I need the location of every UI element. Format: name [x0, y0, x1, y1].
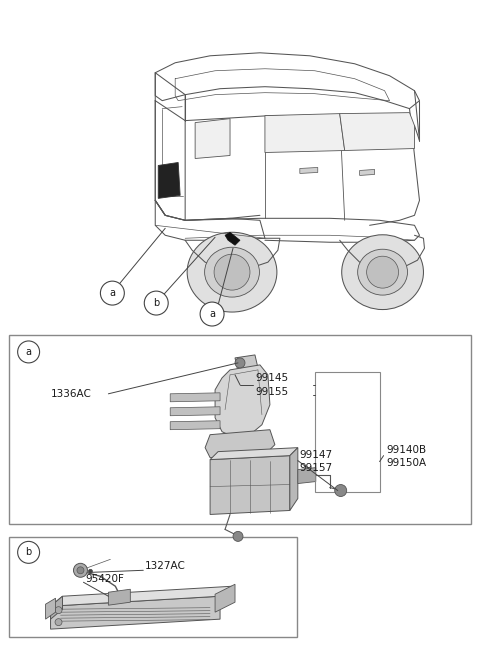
Polygon shape	[340, 113, 415, 150]
Circle shape	[18, 541, 39, 564]
Polygon shape	[108, 589, 130, 605]
Polygon shape	[210, 456, 290, 514]
Polygon shape	[298, 468, 316, 483]
Circle shape	[335, 485, 347, 497]
Circle shape	[88, 569, 93, 573]
Bar	[315, 372, 380, 491]
Polygon shape	[158, 163, 180, 198]
Polygon shape	[210, 447, 298, 460]
Text: 1336AC: 1336AC	[50, 389, 91, 399]
Bar	[9, 537, 297, 637]
Circle shape	[214, 255, 250, 290]
Polygon shape	[50, 596, 220, 629]
Polygon shape	[170, 420, 220, 430]
Ellipse shape	[358, 249, 408, 295]
Polygon shape	[300, 167, 318, 173]
Polygon shape	[195, 119, 230, 159]
Circle shape	[235, 358, 245, 368]
Text: b: b	[153, 298, 159, 308]
Polygon shape	[215, 365, 270, 438]
Circle shape	[73, 564, 87, 577]
Circle shape	[55, 619, 62, 626]
Polygon shape	[225, 232, 240, 245]
Ellipse shape	[187, 232, 277, 312]
Text: 99150A: 99150A	[386, 458, 427, 468]
Polygon shape	[265, 113, 345, 152]
Polygon shape	[46, 598, 56, 619]
Circle shape	[233, 531, 243, 541]
Polygon shape	[235, 355, 258, 372]
Polygon shape	[170, 393, 220, 401]
Polygon shape	[50, 596, 62, 619]
Circle shape	[367, 256, 398, 288]
Polygon shape	[215, 584, 235, 612]
Polygon shape	[205, 430, 275, 458]
Polygon shape	[50, 586, 232, 606]
Text: 99145: 99145	[255, 373, 288, 383]
Polygon shape	[290, 447, 298, 510]
Circle shape	[18, 341, 39, 363]
Text: b: b	[25, 547, 32, 558]
Text: 95420F: 95420F	[85, 574, 124, 584]
Text: a: a	[25, 347, 32, 357]
Circle shape	[200, 302, 224, 326]
Ellipse shape	[204, 247, 260, 297]
Text: 99157: 99157	[300, 462, 333, 472]
Text: 99147: 99147	[300, 449, 333, 460]
Ellipse shape	[342, 235, 423, 310]
Text: a: a	[109, 288, 115, 298]
Bar	[9, 335, 471, 524]
Polygon shape	[170, 407, 220, 416]
Text: 1327AC: 1327AC	[145, 562, 186, 571]
Text: 99140B: 99140B	[386, 445, 427, 455]
Circle shape	[100, 281, 124, 305]
Polygon shape	[360, 169, 374, 175]
Text: 99155: 99155	[255, 387, 288, 397]
Text: a: a	[209, 309, 215, 319]
Circle shape	[144, 291, 168, 315]
Circle shape	[55, 607, 62, 613]
Circle shape	[77, 567, 84, 574]
